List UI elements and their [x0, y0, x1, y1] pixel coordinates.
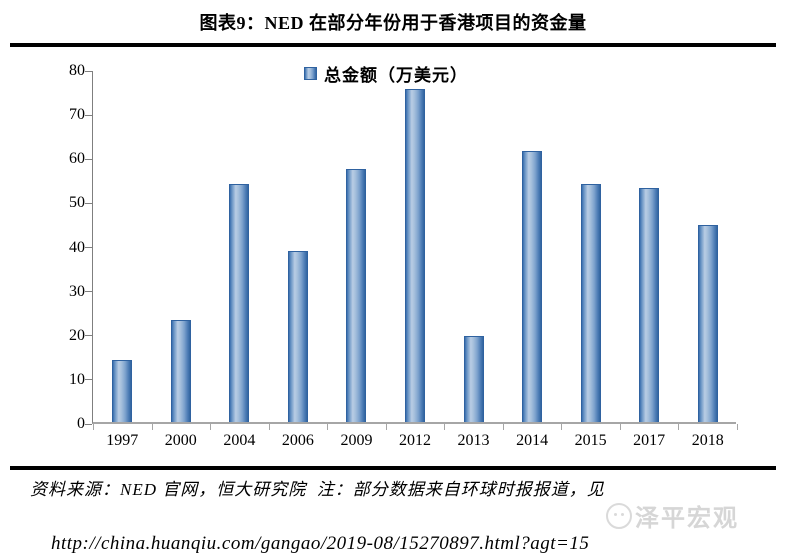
bar-2006 [287, 251, 308, 422]
plot-area: 0 10 20 30 40 50 60 70 80 1997 2000 2004 2006 2009 201… [69, 62, 738, 449]
x-axis-label: 2000 [164, 432, 197, 449]
watermark: 泽平宏观 [606, 498, 739, 533]
x-axis-tick [502, 424, 504, 430]
bar-2015 [580, 183, 601, 422]
source-note: 资料来源：NED 官网，恒大研究院 注：部分数据来自环球时报报道，见 http:… [30, 476, 770, 556]
x-axis-label: 2006 [281, 432, 314, 449]
y-axis-label: 40 [69, 238, 85, 256]
x-axis-label: 1997 [106, 432, 139, 449]
x-axis-label: 2015 [574, 432, 607, 449]
source-text: 资料来源：NED 官网，恒大研究院 注：部分数据来自环球时报报道，见 [30, 480, 605, 499]
y-axis-tick [85, 423, 92, 425]
y-axis-tick [85, 114, 92, 116]
title-divider [10, 43, 776, 47]
bar-2004 [229, 183, 250, 422]
x-axis-tick [385, 424, 387, 430]
y-axis-label: 10 [69, 370, 85, 388]
bar-2009 [346, 169, 367, 422]
y-axis-label: 50 [69, 194, 85, 212]
x-axis-tick [678, 424, 680, 430]
x-axis-label: 2013 [457, 432, 490, 449]
y-axis-tick [85, 379, 92, 381]
y-axis-label: 30 [69, 282, 85, 300]
y-axis-label: 70 [69, 106, 85, 124]
chart-title: 图表9：NED 在部分年份用于香港项目的资金量 [199, 13, 587, 33]
x-axis-tick [151, 424, 153, 430]
x-axis-tick [268, 424, 270, 430]
watermark-text: 泽平宏观 [635, 506, 739, 532]
x-axis-tick [93, 424, 94, 430]
bar-2018 [697, 225, 718, 422]
x-axis-tick [737, 424, 738, 430]
y-axis-label: 0 [77, 415, 85, 432]
y-axis-tick [85, 70, 92, 72]
bar-1997 [112, 360, 133, 422]
y-axis-label: 20 [69, 326, 85, 344]
y-axis-tick [85, 158, 92, 160]
x-axis-tick [561, 424, 563, 430]
x-axis-label: 2012 [398, 432, 431, 449]
bar-2017 [639, 188, 660, 422]
x-axis-tick [210, 424, 212, 430]
y-axis-tick [85, 247, 92, 248]
bar-2013 [463, 335, 484, 422]
source-url: http://china.huanqiu.com/gangao/2019-08/… [51, 533, 590, 554]
legend-swatch-icon [304, 67, 317, 80]
y-axis-tick [85, 291, 92, 293]
footer-divider [10, 466, 776, 470]
x-axis-label: 2009 [340, 432, 373, 449]
y-axis-tick [85, 202, 92, 204]
x-axis-label: 2018 [691, 432, 724, 449]
x-axis-tick [444, 424, 446, 430]
bar-2012 [405, 88, 425, 422]
y-axis-tick [85, 335, 92, 337]
watermark-logo-icon [606, 502, 632, 529]
y-axis-label: 80 [69, 62, 85, 79]
x-axis-tick [619, 424, 621, 430]
x-axis-label: 2014 [516, 432, 549, 449]
x-axis-label: 2004 [223, 432, 256, 449]
bar-2014 [522, 150, 543, 422]
legend-label: 总金额（万美元） [324, 66, 468, 85]
chart-legend: 总金额（万美元） [304, 61, 468, 86]
x-axis-label: 2017 [633, 432, 666, 449]
bar-2000 [170, 319, 191, 422]
x-axis-tick [327, 424, 329, 430]
y-axis-label: 60 [69, 150, 85, 168]
